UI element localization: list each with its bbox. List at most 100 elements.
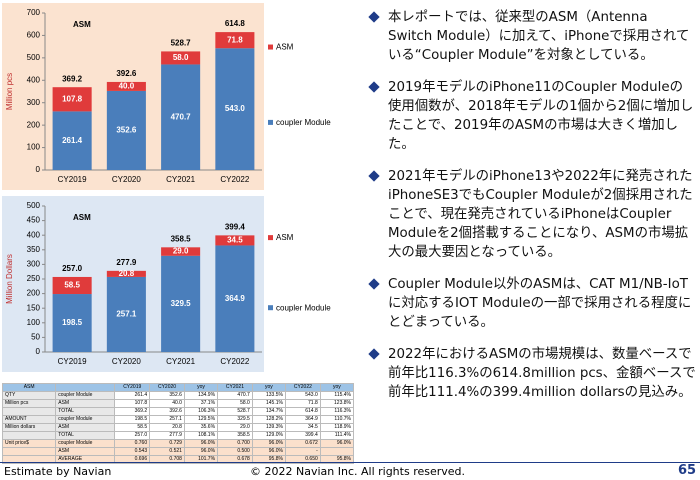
table-cell: 118.9%	[319, 423, 355, 432]
bullet-marker	[368, 11, 380, 23]
bullet: 2022年におけるASMの市場規模は、数量ベースで前年比116.3%の614.8…	[366, 345, 696, 402]
legend-label: ASM	[276, 43, 294, 52]
table-cell: 0.760	[114, 439, 151, 448]
value-label: 107.8	[62, 94, 83, 103]
total-label: 277.9	[116, 258, 137, 267]
y-tick-label: 400	[27, 230, 41, 239]
table-cell: 329.5	[217, 415, 253, 424]
table-cell: 470.7	[217, 391, 253, 400]
bar-segment	[215, 48, 255, 170]
y-tick-label: 500	[27, 201, 41, 210]
x-tick-label: CY2020	[112, 357, 141, 366]
table-cell: 399.4	[284, 431, 321, 440]
total-label: 392.6	[116, 69, 137, 78]
table-cell	[1, 431, 57, 440]
bar-segment	[106, 276, 146, 352]
y-tick-label: 50	[31, 333, 40, 342]
bullet-marker	[368, 170, 380, 182]
bar-segment	[215, 32, 255, 49]
table-cell: 543.0	[284, 391, 321, 400]
table-cell: CY2019	[114, 383, 151, 392]
table-cell	[1, 447, 57, 456]
table-cell: CY2022	[284, 383, 321, 392]
y-axis-label: Million Dollars	[5, 254, 14, 304]
table-cell: Unit price$	[1, 439, 57, 448]
x-tick-label: CY2022	[220, 357, 249, 366]
value-label: 261.4	[62, 136, 83, 145]
bullets: 本レポートでは、従来型のASM（Antenna Switch Module）に加…	[366, 8, 696, 415]
value-label: 352.6	[116, 126, 137, 135]
table-cell: 0.543	[114, 447, 151, 456]
table-row: AVERAGE 0.696 0.708 101.7% 0.678 95.8% 0.650 95…	[1, 455, 355, 464]
table-cell: CY2021	[217, 383, 253, 392]
y-tick-label: 0	[36, 347, 41, 356]
table-row: AMOUNT coupler Module 198.5 257.1 129.5% 329.…	[1, 415, 355, 424]
table-cell: 257.0	[114, 431, 151, 440]
value-label: 543.0	[225, 104, 246, 113]
value-label: 58.0	[173, 53, 189, 62]
table-cell: 96.0%	[183, 439, 219, 448]
x-tick-label: CY2019	[58, 357, 87, 366]
bar-segment	[52, 276, 92, 295]
table-cell: 110.7%	[319, 415, 355, 424]
table-cell: yoy	[183, 383, 219, 392]
bullet-text: Coupler Module以外のASMは、CAT M1/NB-IoTに対応する…	[388, 277, 692, 330]
y-tick-label: 200	[27, 120, 41, 129]
bar-segment	[161, 64, 201, 170]
y-tick-label: 300	[27, 98, 41, 107]
table-cell: 129.0%	[251, 431, 286, 440]
bar-segment	[106, 270, 146, 277]
page-number: 65	[678, 463, 697, 478]
table-cell: 123.8%	[319, 399, 355, 408]
table-cell: 128.2%	[251, 415, 286, 424]
legend-swatch	[268, 119, 273, 125]
value-label: 329.5	[171, 299, 192, 308]
legend-swatch	[268, 235, 273, 241]
table-row: TOTAL 369.2 392.6 106.3% 528.7 134.7% 614.8 116…	[1, 407, 355, 416]
bar-segment	[106, 90, 146, 170]
value-label: 34.5	[227, 236, 243, 245]
bar-segment	[52, 111, 92, 170]
table-cell: 139.3%	[251, 423, 286, 432]
table-cell: 133.5%	[251, 391, 286, 400]
table-cell: AMOUNT	[1, 415, 57, 424]
table-cell: 364.9	[284, 415, 321, 424]
value-label: 257.1	[116, 310, 137, 319]
y-tick-label: 700	[27, 8, 41, 17]
table-row: ASM CY2019 CY2020 yoy CY2021 yoy CY2022 yoy	[1, 383, 355, 392]
bullet-text: 本レポートでは、従来型のASM（Antenna Switch Module）に加…	[388, 10, 690, 63]
table-cell: 95.8%	[251, 455, 286, 464]
table-cell: QTY	[1, 391, 57, 400]
y-tick-label: 500	[27, 53, 41, 62]
x-tick-label: CY2022	[220, 175, 249, 184]
table-cell: 369.2	[114, 407, 151, 416]
table-cell: 614.8	[284, 407, 321, 416]
total-label: 399.4	[225, 222, 246, 231]
table-row: Unit price$ coupler Module 0.760 0.729 96.0%…	[1, 439, 355, 448]
table-cell: 29.0	[217, 423, 253, 432]
table-row: ASM 0.543 0.521 96.0% 0.500 96.0% -	[1, 447, 355, 456]
data-table: ASM CY2019 CY2020 yoy CY2021 yoy CY2022 yoy QTY c…	[1, 383, 355, 464]
y-tick-label: 150	[27, 303, 41, 312]
table-cell: TOTAL	[55, 431, 116, 440]
bar-segment	[52, 294, 92, 352]
bullet-marker	[368, 348, 380, 360]
legend-swatch	[268, 44, 273, 50]
x-tick-label: CY2021	[166, 357, 195, 366]
table-cell: 96.0%	[251, 447, 286, 456]
chart-title: ASM	[73, 20, 91, 29]
table-cell: Million dollars	[1, 423, 57, 432]
legend-label: ASM	[276, 233, 294, 242]
table-cell: ASM	[55, 447, 116, 456]
table-cell: 129.5%	[183, 415, 219, 424]
table-cell: 96.0%	[251, 439, 286, 448]
chart-title: ASM	[73, 213, 91, 222]
table-cell: 106.3%	[183, 407, 219, 416]
bullet: 本レポートでは、従来型のASM（Antenna Switch Module）に加…	[366, 8, 696, 65]
total-label: 369.2	[62, 74, 83, 83]
legend-label: coupler Module	[276, 303, 331, 312]
table-cell: coupler Module	[55, 415, 116, 424]
y-tick-label: 200	[27, 289, 41, 298]
table-cell: 0.700	[217, 439, 253, 448]
